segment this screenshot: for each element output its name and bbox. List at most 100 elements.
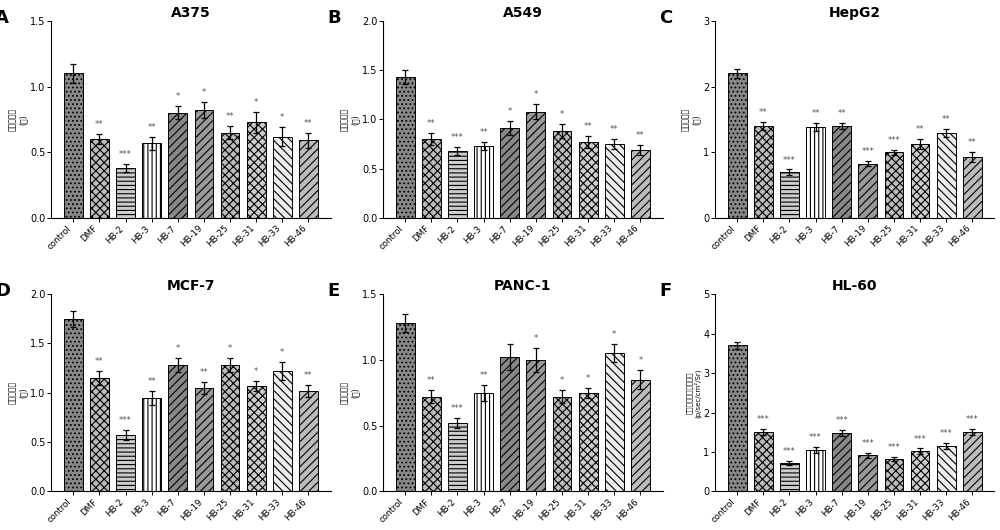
Title: A549: A549 <box>503 5 543 20</box>
Text: ***: *** <box>119 417 132 426</box>
Text: **: ** <box>610 125 619 134</box>
Bar <box>754 126 773 218</box>
Title: HL-60: HL-60 <box>832 279 877 293</box>
Text: **: ** <box>147 377 156 386</box>
Text: *: * <box>612 330 616 339</box>
Bar <box>579 142 598 218</box>
Bar <box>832 126 851 218</box>
Bar <box>474 146 493 218</box>
Text: *: * <box>280 113 284 122</box>
Bar <box>168 365 187 491</box>
Bar <box>780 463 799 491</box>
Y-axis label: 细胞增殖率
(倍): 细胞增殖率 (倍) <box>340 108 359 131</box>
Bar <box>448 151 467 218</box>
Bar <box>64 319 83 491</box>
Text: ***: *** <box>888 443 900 452</box>
Text: **: ** <box>636 131 645 140</box>
Text: ***: *** <box>783 447 796 456</box>
Text: **: ** <box>427 119 436 128</box>
Text: ***: *** <box>940 429 953 438</box>
Text: ***: *** <box>835 416 848 425</box>
Bar <box>273 371 292 491</box>
Bar <box>116 168 135 218</box>
Title: HepG2: HepG2 <box>829 5 881 20</box>
Bar <box>142 143 161 218</box>
Text: ***: *** <box>451 133 464 142</box>
Text: ***: *** <box>914 435 926 444</box>
Bar <box>911 451 929 491</box>
Text: ***: *** <box>757 415 770 424</box>
Bar <box>195 388 213 491</box>
Bar <box>247 386 266 491</box>
Text: A: A <box>0 9 9 27</box>
Bar <box>396 77 415 218</box>
Bar <box>780 172 799 218</box>
Text: **: ** <box>95 357 104 366</box>
Text: ***: *** <box>966 415 979 424</box>
Bar <box>247 122 266 218</box>
Text: *: * <box>254 98 258 107</box>
Text: **: ** <box>916 125 924 134</box>
Text: **: ** <box>147 122 156 131</box>
Title: PANC-1: PANC-1 <box>494 279 552 293</box>
Text: **: ** <box>584 122 592 131</box>
Bar <box>273 137 292 218</box>
Text: *: * <box>560 110 564 119</box>
Bar <box>631 150 650 218</box>
Text: B: B <box>327 9 341 27</box>
Text: *: * <box>176 92 180 101</box>
Y-axis label: 细胞增殖率
(倍): 细胞增殖率 (倍) <box>681 108 700 131</box>
Bar <box>728 346 747 491</box>
Bar <box>937 132 956 218</box>
Y-axis label: 细胞增殖率
(倍): 细胞增殖率 (倍) <box>8 108 27 131</box>
Text: C: C <box>659 9 672 27</box>
Bar <box>885 459 903 491</box>
Bar <box>526 360 545 491</box>
Bar <box>553 397 571 491</box>
Bar <box>885 152 903 218</box>
Text: *: * <box>202 89 206 98</box>
Text: ***: *** <box>119 150 132 159</box>
Bar <box>553 131 571 218</box>
Bar <box>168 113 187 218</box>
Bar <box>858 455 877 491</box>
Bar <box>579 393 598 491</box>
Text: **: ** <box>304 119 313 128</box>
Text: *: * <box>534 90 538 99</box>
Text: **: ** <box>968 138 977 147</box>
Text: **: ** <box>479 128 488 137</box>
Bar <box>142 398 161 491</box>
Text: *: * <box>586 374 590 383</box>
Text: *: * <box>534 334 538 343</box>
Text: *: * <box>176 344 180 354</box>
Text: **: ** <box>304 371 313 380</box>
Bar <box>605 354 624 491</box>
Bar <box>422 139 441 218</box>
Title: A375: A375 <box>171 5 211 20</box>
Text: ***: *** <box>861 439 874 448</box>
Text: *: * <box>228 344 232 354</box>
Text: F: F <box>659 282 671 300</box>
Text: **: ** <box>837 109 846 118</box>
Bar <box>299 391 318 491</box>
Bar <box>116 435 135 491</box>
Bar <box>422 397 441 491</box>
Bar <box>728 73 747 218</box>
Bar <box>605 144 624 218</box>
Text: ***: *** <box>783 155 796 164</box>
Bar <box>474 393 493 491</box>
Text: E: E <box>327 282 339 300</box>
Bar <box>500 357 519 491</box>
Bar <box>754 432 773 491</box>
Bar <box>500 128 519 218</box>
Bar <box>448 423 467 491</box>
Bar <box>221 132 239 218</box>
Text: **: ** <box>95 120 104 129</box>
Text: *: * <box>254 367 258 376</box>
Text: **: ** <box>942 114 950 123</box>
Bar <box>806 127 825 218</box>
Text: ***: *** <box>888 136 900 145</box>
Y-axis label: 细胞增殖率
(倍): 细胞增殖率 (倍) <box>8 381 27 404</box>
Text: ***: *** <box>809 434 822 443</box>
Text: *: * <box>280 348 284 357</box>
